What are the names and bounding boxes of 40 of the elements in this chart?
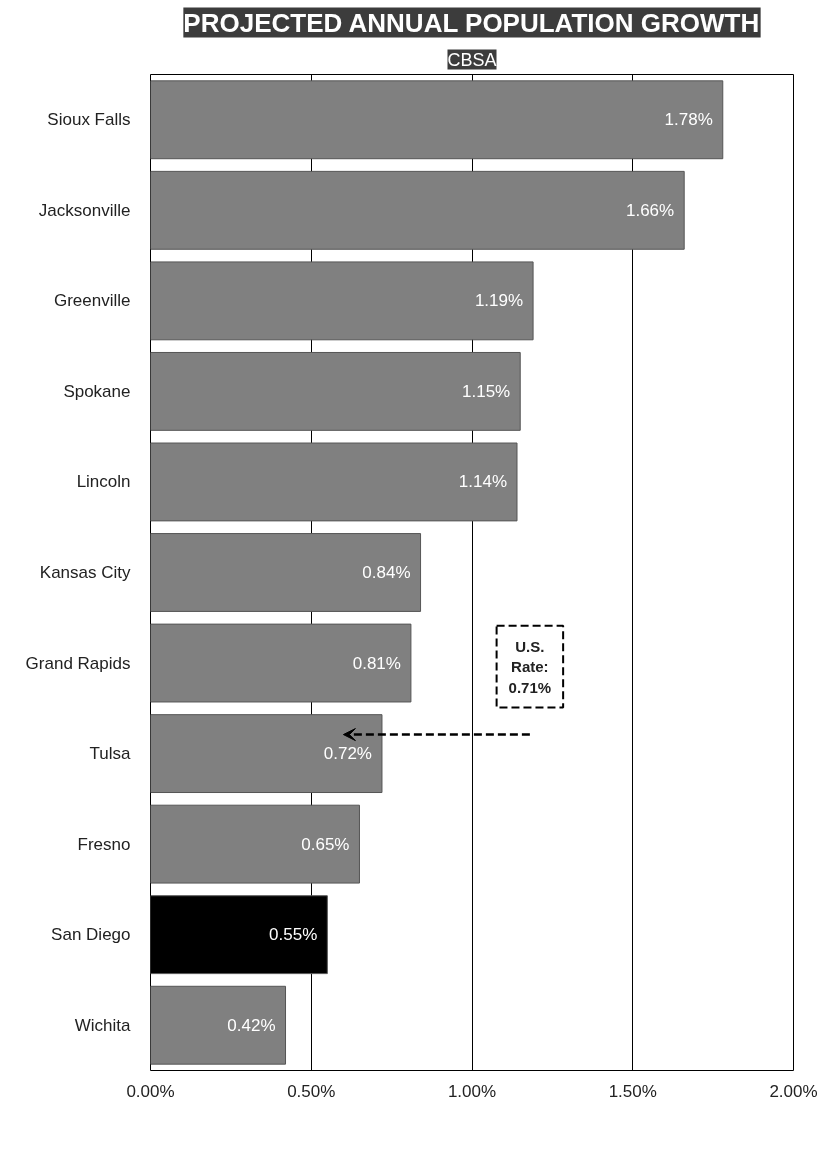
- y-tick-label: Sioux Falls: [47, 110, 131, 130]
- bar: [150, 985, 287, 1065]
- bar: [150, 533, 422, 612]
- data-label: 0.65%: [301, 834, 350, 854]
- data-label: 0.72%: [323, 744, 372, 764]
- bar: [150, 714, 383, 794]
- data-label: 0.42%: [227, 1015, 276, 1035]
- bar: [150, 170, 685, 250]
- annotation: U.S. Rate: 0.71%: [508, 637, 552, 696]
- y-tick-label: Grand Rapids: [25, 653, 131, 673]
- y-tick-label: Tulsa: [89, 744, 132, 764]
- y-tick-label: Greenville: [53, 291, 131, 311]
- data-label: 1.14%: [458, 472, 508, 492]
- data-label: 1.15%: [462, 381, 511, 401]
- data-label: 0.84%: [362, 563, 411, 582]
- data-label: 1.78%: [664, 110, 713, 130]
- data-label: 1.66%: [625, 200, 675, 220]
- y-tick-label: Kansas City: [39, 563, 131, 582]
- bar: [150, 80, 724, 160]
- x-tick-label: 1.00%: [447, 1081, 497, 1101]
- bar: [150, 261, 534, 341]
- bar: [150, 351, 521, 431]
- y-tick-label: Wichita: [74, 1015, 132, 1035]
- y-tick-label: San Diego: [51, 925, 131, 945]
- x-tick-label: 0.50%: [287, 1081, 336, 1101]
- data-label: 0.81%: [352, 653, 401, 673]
- bar: [150, 804, 360, 884]
- y-tick-label: Lincoln: [76, 472, 131, 492]
- x-tick-label: 0.00%: [126, 1081, 175, 1101]
- chart-title: PROJECTED ANNUAL POPULATION GROWTH: [183, 7, 760, 38]
- bar: [150, 623, 412, 703]
- chart-subtitle: CBSA: [447, 49, 497, 70]
- y-tick-label: Spokane: [63, 381, 131, 401]
- y-tick-label: Jacksonville: [38, 200, 131, 220]
- y-tick-label: Fresno: [77, 834, 131, 854]
- data-label: 0.55%: [269, 925, 318, 945]
- x-tick-label: 2.00%: [769, 1081, 818, 1101]
- data-label: 1.19%: [474, 291, 524, 311]
- x-tick-label: 1.50%: [608, 1081, 657, 1101]
- bar: [150, 442, 518, 522]
